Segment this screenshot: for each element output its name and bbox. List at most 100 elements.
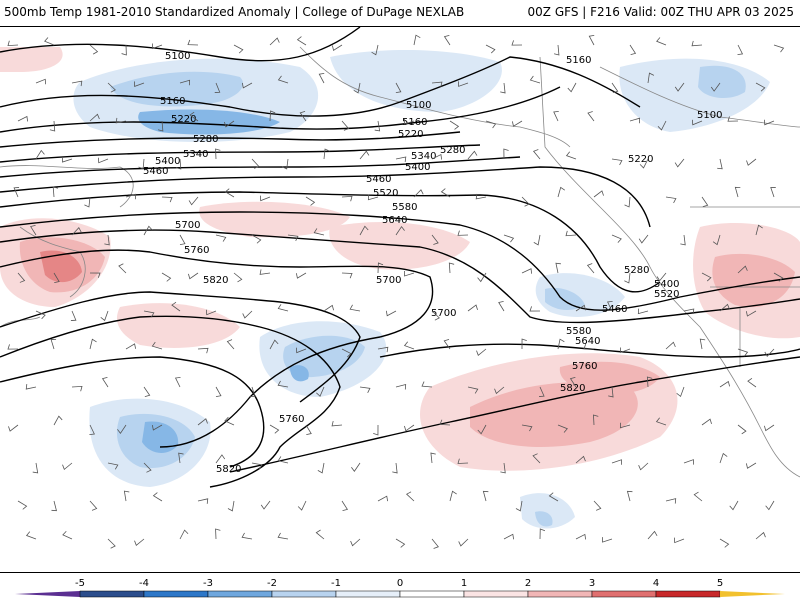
wind-barb: [773, 272, 784, 282]
contour-label: 5340: [411, 151, 436, 162]
wind-barb: [71, 80, 83, 87]
wind-barb: [431, 81, 443, 88]
wind-barb: [71, 385, 83, 392]
wind-barb: [197, 347, 209, 354]
wind-barb: [189, 111, 199, 122]
wind-barb: [575, 455, 586, 464]
wind-barb: [178, 452, 184, 464]
wind-barb: [431, 538, 439, 549]
wind-barb: [602, 537, 613, 543]
wind-barb: [49, 120, 56, 132]
wind-barb: [179, 529, 189, 540]
contour-label: 5340: [183, 149, 208, 160]
wind-barb: [197, 498, 209, 504]
wind-barbs: [7, 34, 785, 549]
wind-barb: [70, 310, 77, 321]
wind-barb: [371, 44, 379, 56]
wind-barb: [161, 272, 172, 282]
wind-barb: [157, 120, 164, 132]
wind-barb: [35, 149, 45, 160]
wind-barb: [608, 386, 614, 398]
wind-barb: [52, 186, 59, 198]
wind-barb: [719, 538, 730, 548]
scale-segment: [335, 590, 401, 598]
wind-barb: [729, 500, 739, 511]
wind-barb: [341, 195, 353, 202]
wind-barb: [115, 117, 127, 124]
wind-barb: [214, 82, 221, 93]
wind-barb: [277, 75, 289, 84]
wind-barb: [241, 532, 253, 540]
contour-label: 5760: [279, 414, 304, 425]
wind-barb: [152, 492, 163, 502]
wind-barb: [121, 44, 127, 56]
wind-barb: [500, 462, 506, 474]
wind-barb: [439, 419, 451, 426]
contour-label: 5100: [697, 110, 722, 121]
wind-barb: [134, 81, 145, 88]
wind-barb: [269, 424, 280, 434]
wind-barb: [557, 424, 568, 433]
wind-barb: [351, 462, 361, 472]
contour-label: 5100: [165, 51, 190, 62]
wind-barb: [765, 500, 775, 511]
wind-barb: [315, 529, 325, 540]
wind-barb: [521, 268, 532, 274]
wind-barb: [260, 500, 271, 510]
wind-barb: [626, 490, 633, 502]
wind-barb: [385, 310, 397, 317]
wind-barb: [773, 44, 785, 53]
contour-label: 5220: [628, 154, 653, 165]
wind-barb: [745, 462, 757, 469]
contour-label: 5760: [572, 361, 597, 372]
color-scale: -5 -4 -3 -2 -1 0 1 2 3 4 5: [15, 578, 785, 598]
wind-barb: [53, 272, 60, 284]
wind-barb: [350, 538, 361, 547]
model-run-info: 00Z GFS | F216 Valid: 00Z THU APR 03 202…: [527, 5, 794, 19]
wind-barb: [503, 148, 509, 160]
wind-barb: [318, 72, 325, 84]
wind-barb: [84, 196, 91, 208]
wind-barb: [611, 459, 622, 465]
wind-barb: [175, 158, 182, 170]
wind-barb: [259, 269, 271, 275]
contour-label: 5280: [440, 145, 465, 156]
wind-barb: [532, 149, 541, 160]
wind-barb: [7, 40, 19, 47]
wind-barb: [377, 495, 389, 502]
scale-tick-label: -4: [139, 578, 149, 589]
contour-label: 5220: [398, 129, 423, 140]
wind-barb: [764, 119, 775, 126]
wind-barb: [341, 348, 352, 358]
wind-barb: [206, 309, 217, 316]
wind-barb: [539, 528, 546, 540]
contour-label: 5400: [155, 156, 180, 167]
wind-barb: [701, 418, 712, 426]
contour-label: 5700: [431, 308, 456, 319]
contour-label: 5100: [406, 100, 431, 111]
contour-labels: 5100 5100 5100 5160 5160 5160 5220 5220 …: [143, 51, 722, 475]
wind-barb: [719, 452, 728, 464]
scale-segment: [591, 590, 657, 598]
wind-barb: [171, 301, 181, 312]
contour-label: 5520: [654, 289, 679, 300]
wind-barb: [737, 265, 748, 274]
wind-barb: [683, 459, 694, 465]
scale-tick-label: 0: [397, 578, 403, 589]
wind-barb: [430, 452, 436, 464]
wind-barb: [395, 538, 406, 548]
wind-barb: [646, 376, 653, 388]
wind-barb: [377, 262, 384, 274]
wind-barb: [449, 490, 457, 502]
wind-barb: [224, 120, 235, 128]
wind-barb: [359, 150, 370, 160]
wind-barb: [161, 196, 173, 203]
wind-barb: [529, 75, 541, 84]
wind-barb: [639, 158, 649, 169]
wind-barb: [737, 424, 747, 435]
wind-barb: [629, 44, 637, 55]
scale-segment: [79, 590, 145, 598]
wind-barb: [656, 37, 667, 46]
wind-barb: [712, 234, 721, 246]
wind-barb: [555, 262, 561, 274]
